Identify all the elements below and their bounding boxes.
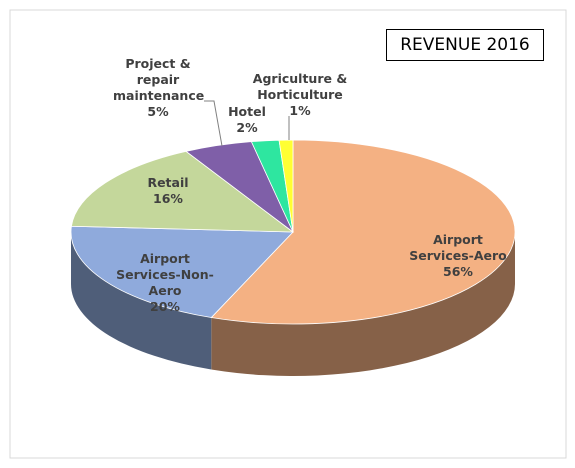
category-label: Hotel bbox=[228, 104, 266, 119]
value-label: 16% bbox=[153, 191, 183, 206]
data-label: Airport Services-Non-Aero 20% bbox=[115, 251, 215, 315]
pie-slice bbox=[70, 225, 294, 318]
value-label: 20% bbox=[150, 299, 180, 314]
category-label: Airport Services-Aero bbox=[409, 232, 507, 263]
pie-slice bbox=[278, 139, 294, 233]
pie-slice-side bbox=[71, 232, 212, 370]
pie-slice bbox=[70, 150, 295, 233]
pie-slice-side bbox=[211, 232, 515, 377]
data-label: Retail 16% bbox=[128, 175, 208, 207]
data-label: Agriculture & Horticulture 1% bbox=[248, 71, 353, 119]
category-label: Project & repair maintenance bbox=[113, 56, 205, 103]
data-label: Project & repair maintenance 5% bbox=[113, 56, 205, 120]
value-label: 56% bbox=[443, 264, 473, 279]
data-label: Airport Services-Aero 56% bbox=[406, 232, 511, 280]
pie-slice bbox=[210, 139, 516, 325]
value-label: 2% bbox=[236, 120, 258, 135]
leader-line bbox=[204, 100, 223, 147]
data-label: Hotel 2% bbox=[217, 104, 277, 136]
category-label: Agriculture & Horticulture bbox=[252, 71, 348, 102]
category-label: Airport Services-Non-Aero bbox=[116, 251, 214, 298]
category-label: Retail bbox=[147, 175, 189, 190]
value-label: 5% bbox=[147, 104, 169, 119]
value-label: 1% bbox=[289, 103, 311, 118]
chart-title: REVENUE 2016 bbox=[386, 29, 544, 61]
